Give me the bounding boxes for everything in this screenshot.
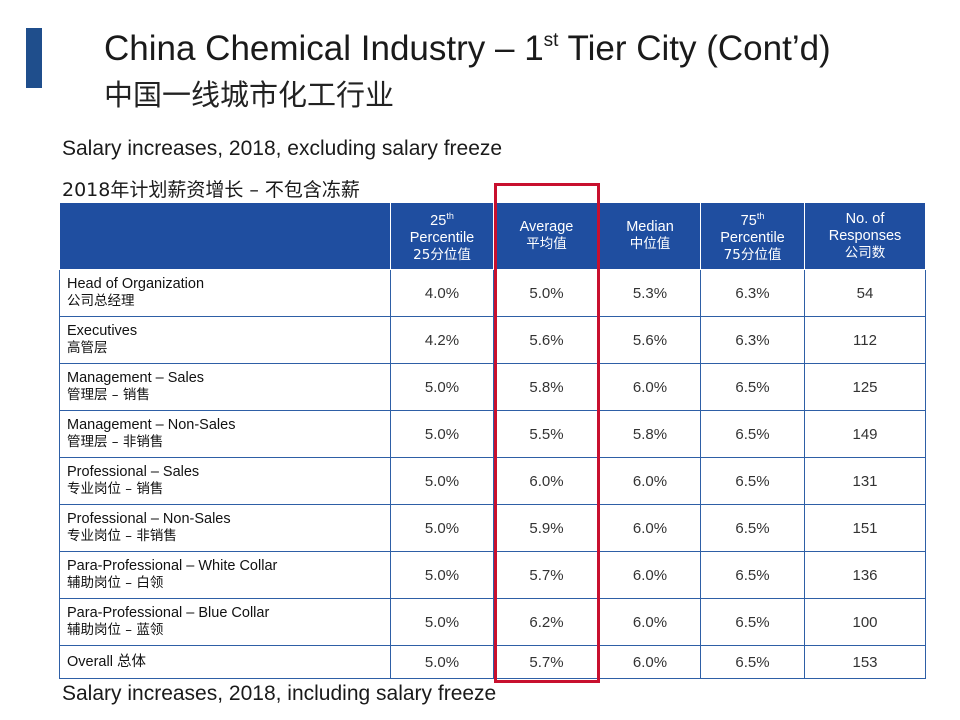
cell-average: 5.5% [493,410,600,458]
cell-p25: 5.0% [390,363,494,411]
cell-responses: 125 [804,363,926,411]
row-label: Management – Sales 管理层 – 销售 [59,363,391,411]
cell-median: 6.0% [599,551,701,599]
cell-average: 5.7% [493,645,600,679]
row-label: Management – Non-Sales 管理层 – 非销售 [59,410,391,458]
row-label: Para-Professional – Blue Collar 辅助岗位 – 蓝领 [59,598,391,646]
table-row: Professional – Sales 专业岗位 – 销售 5.0% 6.0% … [59,457,926,505]
accent-bar [26,28,42,88]
cell-p25: 5.0% [390,551,494,599]
row-label: Professional – Non-Sales 专业岗位 – 非销售 [59,504,391,552]
header-position [59,202,391,270]
cell-responses: 112 [804,316,926,364]
cell-p25: 5.0% [390,598,494,646]
cell-responses: 149 [804,410,926,458]
table-row: Professional – Non-Sales 专业岗位 – 非销售 5.0% … [59,504,926,552]
header-average: Average 平均值 [493,202,600,270]
title-suffix: Tier City (Cont’d) [558,29,831,68]
cell-p25: 5.0% [390,410,494,458]
cell-responses: 136 [804,551,926,599]
cell-average: 5.0% [493,269,600,317]
cell-median: 5.8% [599,410,701,458]
row-label-overall: Overall 总体 [59,645,391,679]
table-row-overall: Overall 总体 5.0% 5.7% 6.0% 6.5% 153 [59,645,926,679]
table-row: Head of Organization 公司总经理 4.0% 5.0% 5.3%… [59,269,926,317]
cell-responses: 151 [804,504,926,552]
cell-p25: 4.2% [390,316,494,364]
cell-average: 5.7% [493,551,600,599]
cell-p75: 6.3% [700,269,805,317]
header-p25: 25th Percentile 25分位值 [390,202,494,270]
row-label: Head of Organization 公司总经理 [59,269,391,317]
slide-subtitle-cn: 中国一线城市化工行业 [104,78,395,112]
table-header-row: 25th Percentile 25分位值 Average 平均值 Median… [59,202,926,270]
slide-title: China Chemical Industry – 1st Tier City … [104,29,831,69]
table-row: Management – Sales 管理层 – 销售 5.0% 5.8% 6.0… [59,363,926,411]
cell-p75: 6.5% [700,645,805,679]
cell-p75: 6.5% [700,363,805,411]
section-heading-cn: 2018年计划薪资增长 – 不包含冻薪 [62,179,360,201]
cell-p75: 6.5% [700,598,805,646]
title-prefix: China Chemical Industry – 1 [104,29,544,68]
cell-responses: 153 [804,645,926,679]
cell-responses: 54 [804,269,926,317]
table-row: Para-Professional – Blue Collar 辅助岗位 – 蓝领… [59,598,926,646]
cell-median: 6.0% [599,504,701,552]
cell-average: 5.9% [493,504,600,552]
section-heading-en: Salary increases, 2018, excluding salary… [62,137,503,160]
cell-p75: 6.3% [700,316,805,364]
cell-average: 5.6% [493,316,600,364]
cell-responses: 100 [804,598,926,646]
cell-responses: 131 [804,457,926,505]
cell-p75: 6.5% [700,551,805,599]
title-superscript: st [543,30,559,51]
header-responses: No. of Responses 公司数 [804,202,926,270]
salary-increase-table: 25th Percentile 25分位值 Average 平均值 Median… [59,202,926,679]
row-label: Para-Professional – White Collar 辅助岗位 – 白… [59,551,391,599]
cell-median: 5.3% [599,269,701,317]
cell-p75: 6.5% [700,457,805,505]
table-row: Executives 高管层 4.2% 5.6% 5.6% 6.3% 112 [59,316,926,364]
table-row: Para-Professional – White Collar 辅助岗位 – 白… [59,551,926,599]
cell-p25: 5.0% [390,504,494,552]
cell-p75: 6.5% [700,504,805,552]
header-median: Median 中位值 [599,202,701,270]
cell-median: 6.0% [599,457,701,505]
cell-median: 5.6% [599,316,701,364]
cell-average: 5.8% [493,363,600,411]
cell-p25: 5.0% [390,457,494,505]
footer-heading-en: Salary increases, 2018, including salary… [62,682,497,705]
cell-p75: 6.5% [700,410,805,458]
header-p75: 75th Percentile 75分位值 [700,202,805,270]
cell-p25: 5.0% [390,645,494,679]
cell-median: 6.0% [599,645,701,679]
row-label: Executives 高管层 [59,316,391,364]
row-label: Professional – Sales 专业岗位 – 销售 [59,457,391,505]
cell-average: 6.2% [493,598,600,646]
table-row: Management – Non-Sales 管理层 – 非销售 5.0% 5.5… [59,410,926,458]
cell-average: 6.0% [493,457,600,505]
cell-p25: 4.0% [390,269,494,317]
cell-median: 6.0% [599,363,701,411]
cell-median: 6.0% [599,598,701,646]
